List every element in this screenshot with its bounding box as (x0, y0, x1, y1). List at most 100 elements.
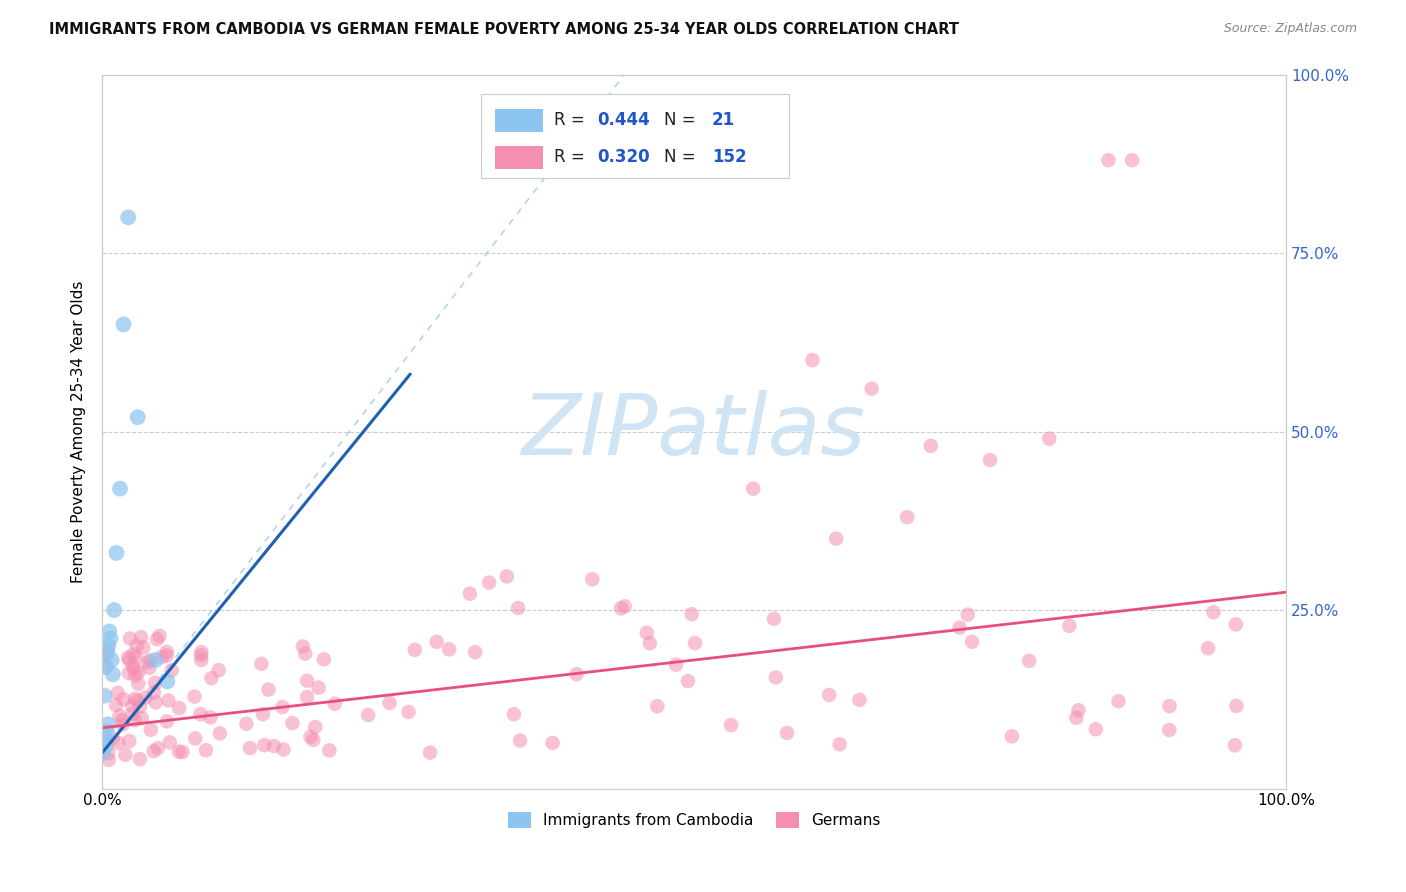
Point (156, 648, 179, 663)
Point (676, 674, 699, 689)
Point (117, 211, 139, 225)
Point (318, 743, 340, 757)
Point (458, 587, 481, 601)
Point (613, 599, 636, 614)
Point (172, 745, 194, 759)
Point (159, 735, 181, 749)
Point (1018, 654, 1040, 668)
Point (638, 636, 661, 650)
Point (117, 650, 139, 665)
Point (1084, 723, 1107, 737)
Point (125, 639, 148, 653)
Point (156, 674, 179, 689)
Point (94, 657, 117, 672)
Point (848, 693, 870, 707)
Point (143, 676, 166, 690)
Point (437, 642, 460, 657)
Point (124, 668, 146, 682)
Point (93, 746, 115, 760)
Point (200, 710, 222, 724)
Point (142, 744, 165, 758)
Legend: Immigrants from Cambodia, Germans: Immigrants from Cambodia, Germans (502, 806, 887, 834)
Point (681, 607, 703, 622)
Point (108, 482, 131, 496)
Point (1107, 694, 1129, 708)
Point (1121, 153, 1143, 168)
Point (96, 646, 118, 660)
Point (105, 546, 128, 560)
Point (503, 707, 526, 722)
Point (257, 682, 280, 697)
Point (960, 634, 983, 648)
Point (253, 738, 276, 752)
Point (183, 690, 205, 704)
Text: R =: R = (554, 112, 591, 129)
Point (508, 601, 530, 615)
Point (302, 732, 325, 747)
Point (1225, 698, 1247, 713)
Point (979, 453, 1001, 467)
Point (97, 717, 120, 731)
Point (1059, 619, 1081, 633)
Point (190, 645, 212, 659)
Point (139, 723, 162, 737)
Point (208, 663, 231, 677)
Point (426, 635, 449, 649)
Point (98, 624, 121, 639)
Point (127, 677, 149, 691)
Point (134, 690, 156, 705)
Point (122, 648, 145, 662)
Point (148, 629, 170, 643)
Point (127, 665, 149, 680)
Point (263, 739, 285, 753)
Point (776, 726, 799, 740)
Point (190, 648, 212, 663)
Point (93, 731, 115, 746)
Point (271, 700, 294, 714)
Point (495, 569, 517, 583)
Point (97, 644, 120, 658)
Point (610, 601, 633, 615)
Point (742, 482, 765, 496)
Point (184, 731, 207, 746)
Point (156, 714, 179, 729)
Point (1225, 617, 1247, 632)
Point (636, 625, 658, 640)
Point (956, 607, 979, 622)
Bar (495, 146, 543, 169)
Point (647, 699, 669, 714)
Point (683, 636, 706, 650)
Point (920, 439, 942, 453)
Point (252, 707, 274, 722)
Point (404, 642, 426, 657)
Point (142, 685, 165, 699)
Text: N =: N = (665, 112, 702, 129)
Point (124, 691, 146, 706)
Point (1001, 729, 1024, 743)
Point (190, 707, 212, 722)
Point (801, 353, 824, 368)
Point (94, 660, 117, 674)
Point (818, 688, 841, 702)
Point (194, 743, 217, 757)
Point (122, 662, 145, 676)
Text: Source: ZipAtlas.com: Source: ZipAtlas.com (1223, 22, 1357, 36)
Point (565, 667, 588, 681)
Point (157, 693, 180, 707)
Point (94, 739, 117, 753)
Point (398, 705, 420, 719)
Point (291, 640, 314, 654)
Point (250, 657, 273, 671)
Point (1067, 703, 1090, 717)
Text: 152: 152 (711, 148, 747, 166)
Point (100, 632, 122, 646)
Point (581, 572, 603, 586)
Point (97, 753, 120, 767)
Point (357, 708, 380, 723)
Text: 21: 21 (711, 112, 735, 129)
Point (825, 532, 848, 546)
Point (101, 667, 124, 681)
Text: 0.320: 0.320 (598, 148, 650, 166)
Point (111, 717, 134, 731)
Point (295, 690, 318, 704)
